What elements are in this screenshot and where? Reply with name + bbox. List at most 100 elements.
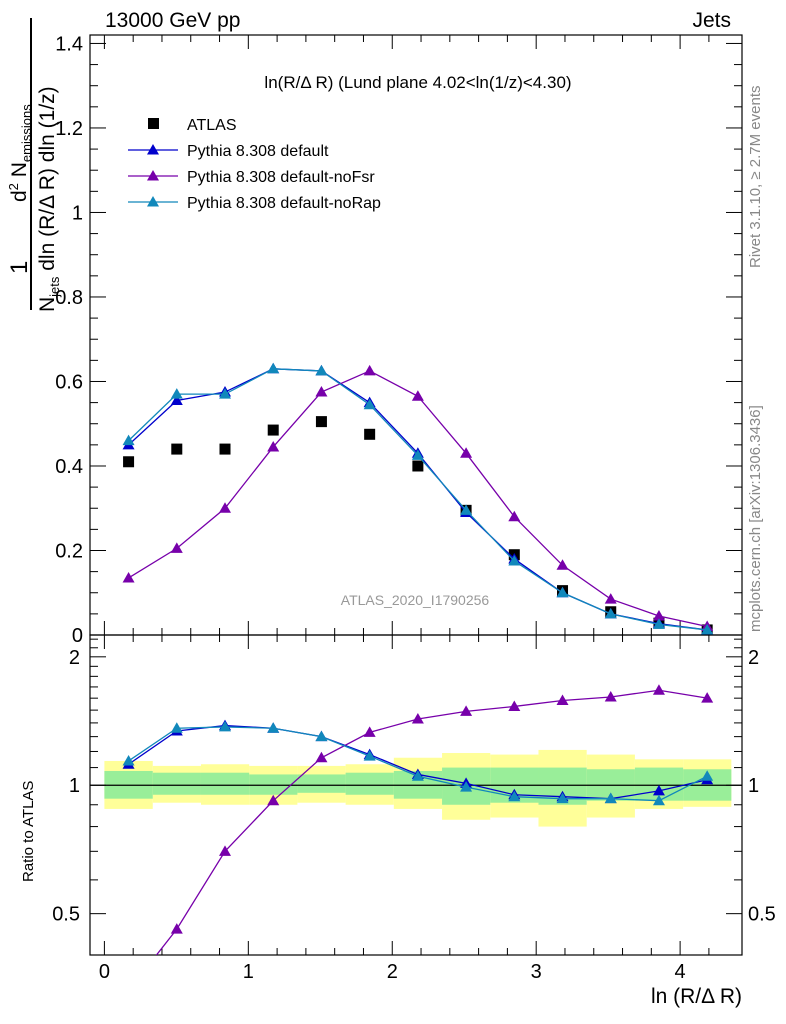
- ratio-y-tick-label-right: 2: [748, 647, 759, 669]
- ratio-y-tick-label: 1: [69, 775, 80, 797]
- series-line-1: [128, 368, 708, 631]
- data-point-atlas: [219, 443, 231, 455]
- ratio-point-1: [267, 794, 280, 806]
- ylabel-fraction-bar: [30, 18, 32, 310]
- ratio-point-2: [652, 794, 665, 806]
- data-point-atlas: [123, 456, 135, 468]
- ratio-point-2: [267, 722, 280, 733]
- y-tick-label: 0.4: [55, 456, 83, 478]
- data-point-2: [267, 440, 280, 452]
- data-point-2: [508, 510, 521, 522]
- legend-label: Pythia 8.308 default-noFsr: [187, 169, 375, 186]
- ratio-point-1: [604, 691, 617, 702]
- data-point-3: [411, 449, 424, 460]
- data-point-3: [701, 623, 714, 635]
- data-point-2: [604, 593, 617, 604]
- ratio-plot-frame: [89, 634, 743, 956]
- legend-marker: [147, 196, 159, 207]
- ratio-point-2: [122, 754, 135, 766]
- ratio-y-tick-label: 2: [69, 647, 80, 669]
- ratio-band-green: [345, 772, 394, 795]
- ratio-point-1: [460, 705, 473, 716]
- x-tick-label: 1: [243, 961, 254, 983]
- ratio-point-2: [460, 781, 473, 792]
- ratio-point-1: [508, 700, 521, 711]
- ratio-point-0: [652, 784, 665, 796]
- ratio-point-2: [701, 770, 714, 781]
- legend-marker-atlas: [148, 118, 159, 129]
- data-point-3: [652, 618, 665, 629]
- ratio-point-2: [219, 720, 232, 732]
- ratio-point-1: [556, 694, 569, 705]
- legend-label: ATLAS: [187, 117, 237, 134]
- ratio-y-tick-label: 0.5: [52, 904, 80, 926]
- x-axis-label: ln (R/Δ R): [650, 985, 742, 1008]
- data-point-atlas: [315, 416, 327, 428]
- ratio-point-1: [170, 923, 183, 934]
- data-point-3: [170, 388, 183, 399]
- data-point-2: [411, 390, 424, 401]
- data-point-3: [556, 586, 569, 598]
- legend-label: Pythia 8.308 default: [187, 143, 329, 160]
- header-right: Jets: [692, 9, 731, 32]
- x-tick-label: 4: [675, 961, 686, 983]
- legend-marker: [147, 170, 159, 181]
- data-point-3: [604, 607, 617, 619]
- y-tick-label: 0.2: [55, 540, 83, 562]
- legend-marker: [147, 144, 159, 155]
- ratio-band-green: [297, 774, 346, 793]
- ratio-point-2: [411, 770, 424, 781]
- main-y-axis-label: 1 d2 Nemissions Njets dln (R/Δ R) dln (1…: [0, 0, 95, 330]
- data-point-3: [508, 555, 521, 566]
- ratio-point-2: [508, 790, 521, 802]
- data-point-3: [315, 364, 328, 376]
- header-left: 13000 GeV pp: [105, 9, 241, 32]
- data-point-2: [460, 447, 473, 458]
- ratio-point-1: [363, 726, 376, 737]
- y-tick-label: 0.8: [55, 287, 83, 309]
- data-point-atlas: [267, 424, 279, 436]
- data-point-2: [219, 502, 232, 513]
- data-point-2: [122, 571, 135, 583]
- data-point-atlas: [171, 443, 183, 455]
- watermark: ATLAS_2020_I1790256: [341, 592, 490, 608]
- legend-label: Pythia 8.308 default-noRap: [187, 195, 381, 212]
- data-point-3: [219, 388, 232, 399]
- y-tick-label: 1.4: [55, 33, 83, 55]
- x-tick-label: 0: [99, 961, 110, 983]
- x-tick-label: 2: [387, 961, 398, 983]
- ratio-y-tick-label-right: 1: [748, 775, 759, 797]
- ratio-point-1: [411, 712, 424, 724]
- series-line-2: [128, 370, 708, 628]
- ratio-point-1: [315, 751, 328, 763]
- ratio-line-1: [155, 689, 708, 955]
- ratio-point-2: [170, 722, 183, 733]
- data-point-2: [363, 364, 376, 376]
- data-point-3: [267, 362, 280, 374]
- ratio-point-2: [556, 792, 569, 804]
- ratio-point-1: [219, 845, 232, 856]
- chart-title: ln(R/Δ R) (Lund plane 4.02<ln(1/z)<4.30): [264, 73, 571, 92]
- ratio-point-2: [315, 730, 328, 742]
- data-point-2: [170, 542, 183, 553]
- x-tick-label: 3: [531, 961, 542, 983]
- y-tick-label: 1.2: [55, 118, 83, 140]
- ratio-point-1: [652, 684, 665, 695]
- data-point-1: [170, 394, 183, 405]
- ratio-point-2: [604, 792, 617, 804]
- ratio-band-green: [152, 772, 201, 795]
- data-point-2: [556, 559, 569, 570]
- ratio-band-green: [200, 772, 250, 795]
- data-point-3: [122, 434, 135, 446]
- data-point-2: [315, 386, 328, 397]
- data-point-3: [460, 504, 473, 515]
- ratio-y-tick-label-right: 0.5: [748, 904, 776, 926]
- ratio-point-2: [363, 750, 376, 761]
- ratio-point-1: [701, 692, 714, 703]
- ratio-point-1: [123, 985, 135, 996]
- data-point-2: [652, 609, 665, 621]
- ratio-series-group: [122, 684, 714, 996]
- data-point-atlas: [364, 428, 376, 440]
- ratio-band-green: [249, 774, 298, 795]
